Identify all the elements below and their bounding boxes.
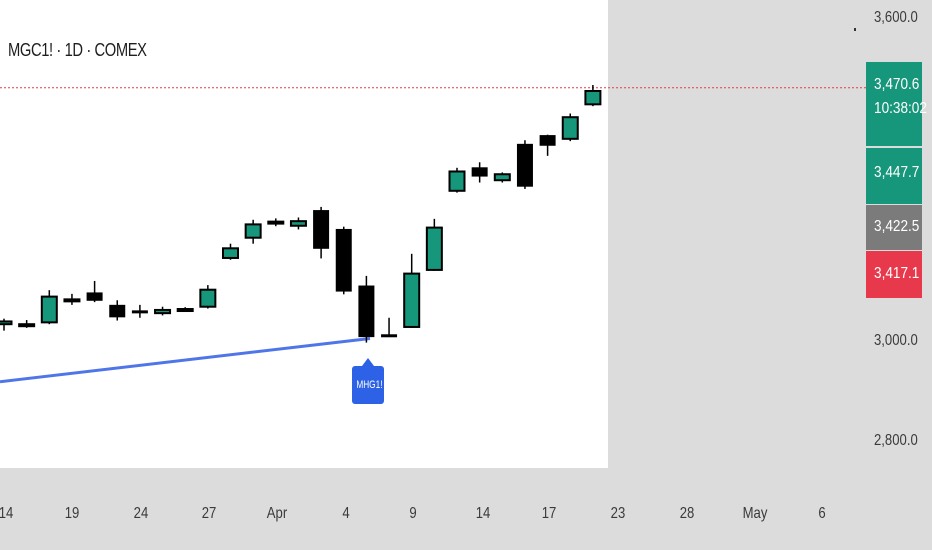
bar-countdown: 10:38:02 bbox=[874, 100, 927, 117]
candles bbox=[0, 85, 602, 343]
candle-down bbox=[86, 292, 103, 301]
x-tick-label: 19 bbox=[65, 505, 80, 522]
x-tick-label: 6 bbox=[818, 505, 825, 522]
candle-down bbox=[131, 310, 148, 314]
x-tick-label: 9 bbox=[409, 505, 416, 522]
chart-pane[interactable] bbox=[0, 0, 608, 468]
x-tick-label: May bbox=[743, 505, 768, 522]
candle-down bbox=[471, 167, 488, 177]
candle-up bbox=[222, 247, 239, 259]
x-tick-label: 28 bbox=[680, 505, 695, 522]
candle-up bbox=[18, 323, 36, 328]
candle-down bbox=[516, 143, 533, 187]
candle-up bbox=[403, 272, 421, 328]
candle-up bbox=[154, 308, 172, 315]
candle-down bbox=[381, 334, 398, 338]
x-tick-label: 27 bbox=[202, 505, 217, 522]
x-tick-label: 23 bbox=[611, 505, 626, 522]
candle-up bbox=[448, 170, 466, 192]
candle-up bbox=[244, 223, 262, 239]
candle-up bbox=[561, 116, 579, 140]
price-badge-red-value: 3,417.1 bbox=[874, 265, 920, 282]
x-tick-label: 14 bbox=[0, 505, 13, 522]
x-tick-label: 4 bbox=[342, 505, 349, 522]
candle-down bbox=[335, 228, 352, 292]
candle-down bbox=[313, 210, 330, 249]
candle-up bbox=[425, 226, 443, 271]
candle-up bbox=[176, 308, 194, 313]
symbol-title[interactable]: MGC1! · 1D · COMEX bbox=[8, 40, 147, 60]
y-tick-label: 3,600.0 bbox=[874, 9, 918, 26]
price-badge-gray: 3,422.5 bbox=[866, 205, 922, 250]
price-badge-green: 3,447.7 bbox=[866, 148, 922, 204]
x-tick-label: 14 bbox=[476, 505, 491, 522]
y-tick-label: 2,800.0 bbox=[874, 432, 918, 449]
candle-down bbox=[358, 285, 375, 338]
candle-up bbox=[40, 295, 58, 324]
candle-up bbox=[289, 220, 307, 227]
x-tick-label: Apr bbox=[267, 505, 288, 522]
candle-down bbox=[109, 304, 126, 318]
y-axis: 3,600.0 3,000.0 2,800.0 bbox=[874, 9, 918, 449]
candle-up bbox=[0, 320, 13, 326]
y-tick-label: 3,000.0 bbox=[874, 332, 918, 349]
candle-up bbox=[63, 298, 81, 303]
x-tick-label: 17 bbox=[542, 505, 557, 522]
last-price-badge: 3,470.6 10:38:02 bbox=[866, 62, 927, 146]
x-tick-label: 24 bbox=[134, 505, 149, 522]
last-price-value: 3,470.6 bbox=[874, 76, 920, 93]
price-badge-gray-value: 3,422.5 bbox=[874, 218, 920, 235]
y-axis-dot-marker bbox=[854, 28, 856, 31]
candle-down bbox=[539, 135, 556, 146]
price-badge-red: 3,417.1 bbox=[866, 251, 922, 298]
candle-up bbox=[267, 220, 285, 225]
candle-up bbox=[199, 288, 217, 308]
symbol-marker-label[interactable]: MHG1! bbox=[352, 358, 384, 404]
trend-line[interactable] bbox=[0, 336, 371, 384]
candle-up bbox=[493, 173, 511, 182]
candle-up bbox=[584, 89, 602, 106]
price-badge-green-value: 3,447.7 bbox=[874, 164, 920, 181]
x-axis: 14 19 24 27 Apr 4 9 14 17 23 28 May 6 bbox=[0, 505, 826, 522]
